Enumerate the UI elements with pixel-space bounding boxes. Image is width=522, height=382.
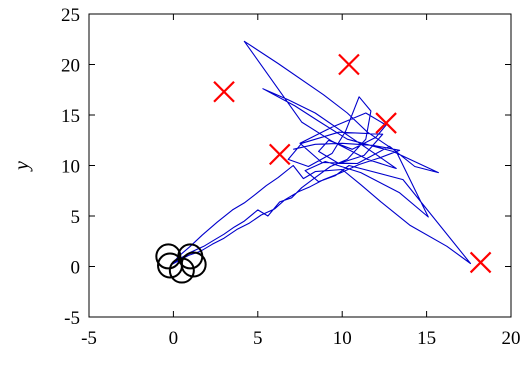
- axis-ticks: -5 0 5 10 15 20 -5 0 5 10 15 20 25: [61, 5, 521, 349]
- y-tick-label: 15: [61, 106, 80, 127]
- x-marker: [213, 80, 235, 103]
- x-tick-label: 20: [502, 328, 521, 349]
- x-tick-label: 10: [333, 328, 352, 349]
- x-marker: [268, 143, 291, 166]
- x-marker: [469, 251, 492, 274]
- x-marker-stroke: [268, 143, 291, 166]
- y-tick-label: 0: [71, 258, 81, 279]
- circle-marker: [155, 243, 182, 270]
- x-tick-label: 15: [417, 328, 436, 349]
- x-tick-label: -5: [81, 328, 97, 349]
- trajectory-line: [171, 40, 472, 266]
- y-axis-label: y: [11, 161, 33, 172]
- x-marker: [338, 53, 360, 76]
- y-tick-label: 5: [71, 207, 81, 228]
- x-marker-stroke: [213, 80, 235, 103]
- x-marker-stroke: [469, 251, 492, 274]
- x-tick-label: 5: [253, 328, 263, 349]
- x-marker: [375, 112, 397, 134]
- x-marker-stroke: [338, 53, 360, 76]
- y-tick-label: 25: [61, 5, 80, 26]
- y-tick-label: 20: [61, 56, 80, 77]
- circle-marker: [180, 251, 207, 278]
- x-tick-label: 0: [169, 328, 179, 349]
- y-tick-label: -5: [64, 308, 80, 329]
- y-tick-label: 10: [61, 157, 80, 178]
- plot-frame: [88, 13, 512, 318]
- plot-area: [155, 40, 492, 284]
- circle-marker: [168, 257, 195, 284]
- x-marker-stroke: [375, 112, 397, 134]
